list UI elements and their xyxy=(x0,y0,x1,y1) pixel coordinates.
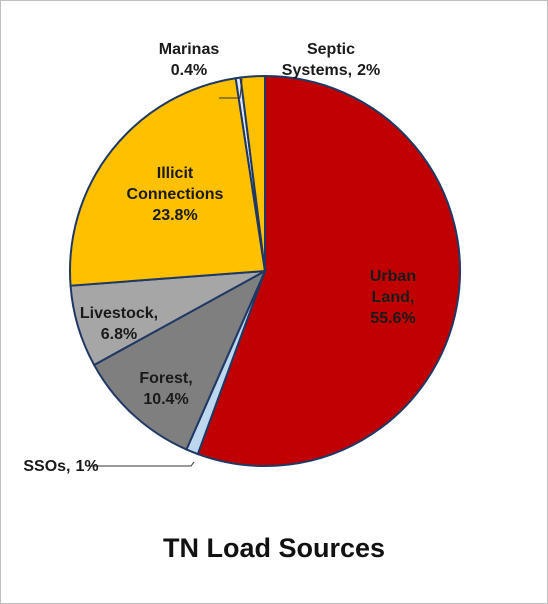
data-label: Livestock, 6.8% xyxy=(69,303,169,345)
value-label: 23.8% xyxy=(152,207,198,224)
data-label: SSOs, 1% xyxy=(1,456,121,477)
category-label: Illicit Connections xyxy=(126,165,224,203)
value-label: 10.4% xyxy=(143,391,189,408)
leader-line xyxy=(219,78,243,99)
category-label: SSOs, xyxy=(23,458,71,475)
pie-slice xyxy=(196,74,461,467)
category-label: Marinas xyxy=(158,41,220,58)
chart-title: TN Load Sources xyxy=(162,533,386,563)
value-label: 55.6% xyxy=(370,310,416,327)
value-label: 0.4% xyxy=(170,62,208,79)
data-label: Illicit Connections 23.8% xyxy=(115,163,235,226)
leader-line xyxy=(89,461,195,467)
data-label: Marinas 0.4% xyxy=(149,39,229,81)
pie-slice xyxy=(92,268,268,451)
data-label: Septic Systems, 2% xyxy=(266,39,396,81)
value-label: 2% xyxy=(357,62,381,79)
data-label: Forest, 10.4% xyxy=(126,368,206,410)
pie-slice xyxy=(69,77,267,287)
value-label: 6.8% xyxy=(100,326,138,343)
value-label: 1% xyxy=(75,458,99,475)
category-label: Forest, xyxy=(139,370,193,387)
category-label: Livestock, xyxy=(79,305,159,322)
data-label: Urban Land, 55.6% xyxy=(358,266,428,329)
pie-slice xyxy=(239,74,266,272)
category-label: Septic Systems, xyxy=(281,41,355,79)
category-label: Urban Land, xyxy=(369,268,417,306)
